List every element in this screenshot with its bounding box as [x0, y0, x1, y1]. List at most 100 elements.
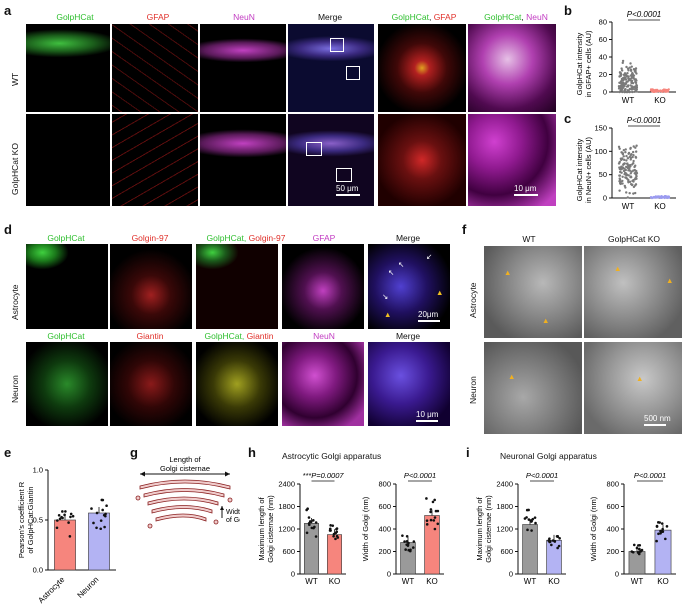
b-wt-point — [631, 86, 635, 89]
bar-point — [335, 534, 339, 538]
b-ytick-label: 20 — [599, 70, 607, 79]
b-wt-point — [618, 81, 621, 84]
bar-point — [71, 514, 75, 518]
panel-g-label: g — [130, 445, 138, 460]
b-wt-point — [630, 81, 633, 85]
c-wt-point — [628, 191, 631, 195]
bar-xtick-label: KO — [548, 577, 560, 586]
d-ch-golgin: Golgin-97 — [131, 233, 169, 243]
c-wt-point — [617, 162, 621, 165]
bar-ytick-label: 400 — [378, 525, 391, 534]
bar-ylabel: Width of Golgi (nm) — [589, 496, 598, 561]
panel-d-label: d — [4, 222, 12, 237]
arrow-icon: ↙ — [426, 252, 433, 261]
bar-xtick-label: Neuron — [75, 575, 100, 600]
bar-point — [661, 527, 664, 531]
a-ko-zoom-gfap-image — [378, 114, 466, 206]
d-astro-golgin-image — [110, 244, 192, 329]
c-wt-point — [621, 152, 625, 155]
bar-point — [433, 498, 436, 502]
c-wt-point — [618, 189, 621, 192]
bar-ylabel-line: Golgi cisternae (nm) — [266, 495, 275, 563]
d-ch2-giantin: Giantin — [136, 331, 164, 341]
panel-e-chart: 0.0 0.5 1.0 Astrocyte Neuron Pearson's coeffi… — [17, 466, 116, 604]
b-wt-point — [623, 72, 627, 75]
a-ko-roi-box-2 — [336, 168, 352, 182]
b-ytick-label: 40 — [599, 53, 607, 62]
d-neuron-giantin-image — [110, 342, 192, 426]
c-ylabel-2: in NeuN+ cells (AU) — [584, 136, 593, 203]
bar-point — [95, 526, 98, 530]
bar-ylabel-line: of GolpHCat:Giantin — [26, 486, 35, 553]
b-wt-point — [621, 61, 624, 65]
a-wt-golphcat-image — [26, 24, 110, 112]
c-wt-point — [619, 168, 622, 171]
bar-point — [638, 548, 641, 551]
bar-point — [556, 546, 559, 550]
bar-point — [436, 509, 440, 513]
c-wt-point — [625, 191, 628, 194]
c-wt-point — [627, 165, 630, 168]
c-wt-point — [632, 145, 635, 148]
c-wt-point — [618, 147, 621, 150]
bar-point — [404, 548, 407, 551]
c-wt-point — [625, 162, 629, 166]
c-ko-point — [663, 196, 667, 199]
d-ch2-merge: Merge — [395, 331, 421, 341]
arrowhead-icon: ▲ — [614, 264, 622, 273]
pvalue-label: ***P=0.0007 — [302, 471, 344, 480]
panel-c-chart: GolpHCat intensityin NeuN+ cells (AU) 0 5… — [575, 116, 676, 211]
panel-c-label: c — [564, 111, 572, 126]
a-ko-golphcat-image — [26, 114, 110, 206]
bar-ylabel-line: Maximum length of — [475, 496, 484, 560]
bar-ytick-label: 0 — [387, 570, 391, 579]
panel-a-label: a — [4, 3, 12, 18]
bar-point — [655, 539, 658, 543]
b-wt-point — [621, 90, 624, 94]
d-ch-merge: Merge — [395, 233, 421, 243]
arrowhead-icon: ▲ — [508, 372, 516, 381]
panel-i-label: i — [466, 445, 470, 460]
b-wt-point — [628, 90, 631, 94]
c-wt-point — [635, 177, 638, 180]
bar-point — [335, 530, 339, 534]
bar-wt — [522, 524, 538, 575]
b-wt-point — [635, 79, 638, 82]
b-wt-point — [623, 74, 627, 77]
g-length-label: Length of — [169, 455, 201, 464]
d-astro-merge-image: ↖ ↖ ↘ ↙ ▲ ▲ 20μm — [368, 244, 450, 329]
g-arrow-left-icon — [140, 471, 145, 477]
a-row-wt: WT — [10, 72, 20, 86]
c-wt-point — [629, 172, 632, 175]
a-ch-merge: Merge — [317, 12, 343, 22]
b-wt-point — [627, 75, 630, 78]
bar-point — [309, 520, 313, 524]
c-wt-point — [634, 155, 637, 159]
c-wt-point — [629, 175, 633, 179]
b-wt-point — [634, 68, 637, 71]
g-arrow-right-icon — [225, 471, 230, 477]
d-astro-golphcat-image — [26, 244, 108, 329]
b-wt-point — [619, 80, 623, 83]
d-neuron-combo-image — [196, 342, 278, 426]
a-ch-gfap: GFAP — [146, 12, 170, 22]
b-wt-point — [625, 85, 629, 88]
golgi-cisternae-icon — [135, 479, 233, 529]
c-wt-point — [622, 148, 626, 152]
c-wt-point — [634, 173, 638, 176]
b-ytick-label: 80 — [599, 18, 607, 27]
bar-point — [105, 504, 108, 507]
bar-point — [638, 543, 642, 547]
bar-ytick-label: 400 — [606, 525, 619, 534]
bar-point — [56, 519, 59, 522]
c-wt-point — [626, 157, 630, 160]
a-ch-golphcat: GolpHCat — [56, 12, 94, 22]
b-wt-point — [622, 86, 625, 89]
a-wt-zoom-neun-image — [468, 24, 556, 112]
b-xtick-label: WT — [622, 96, 635, 105]
bar-point — [63, 513, 66, 517]
bar-point — [432, 519, 436, 522]
bar-ytick-label: 600 — [282, 547, 295, 556]
b-wt-point — [628, 77, 631, 81]
bar-point — [314, 521, 318, 524]
